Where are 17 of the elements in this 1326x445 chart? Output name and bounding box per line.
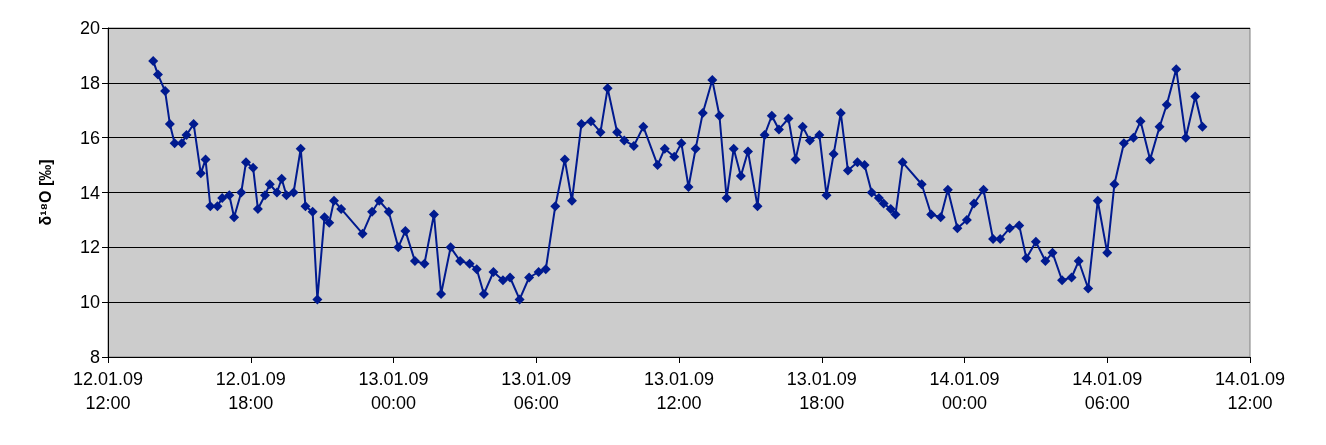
y-tick-label: 16: [79, 127, 100, 148]
x-tick-label: 14.01.09 12:00: [1214, 369, 1286, 413]
x-tick-label: 13.01.09 00:00: [358, 369, 429, 413]
y-tick-label: 20: [79, 18, 100, 38]
x-tick-label: 13.01.09 18:00: [786, 369, 857, 413]
x-tick-label: 14.01.09 00:00: [929, 369, 1000, 413]
y-tick-label: 18: [79, 72, 100, 93]
x-tick-label: 13.01.09 12:00: [643, 369, 715, 413]
y-tick-label: 14: [79, 182, 100, 203]
y-tick-label: 12: [79, 237, 100, 258]
x-tick-label: 12.01.09 18:00: [215, 369, 286, 413]
y-axis-title: δ¹⁸O [‰]: [36, 159, 54, 226]
y-tick-label: 10: [79, 292, 100, 313]
x-tick-label: 13.01.09 06:00: [501, 369, 572, 413]
y-tick-label: 8: [89, 347, 100, 367]
x-tick-label: 14.01.09 06:00: [1072, 369, 1143, 413]
x-tick-label: 12.01.09 12:00: [72, 369, 144, 413]
